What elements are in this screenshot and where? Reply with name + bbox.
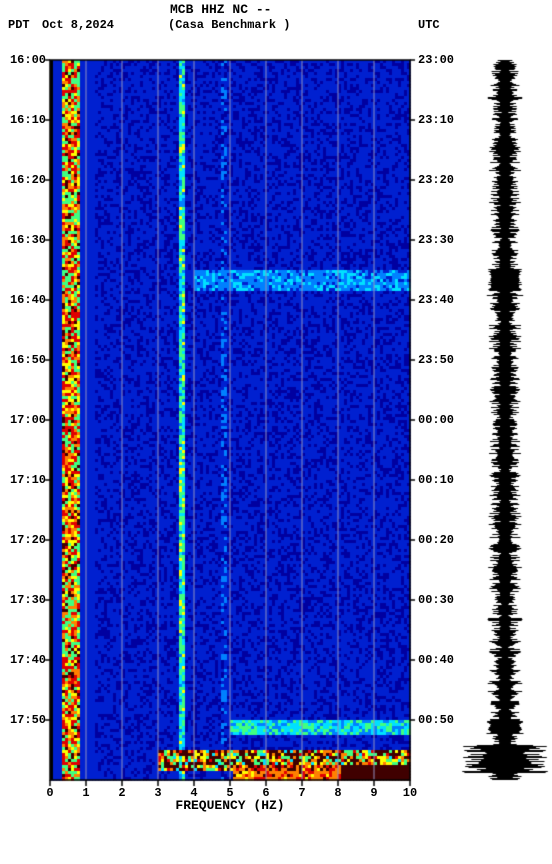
plot-area: 16:00 16:10 16:20 16:30 16:40 16:50 17:00 17:10… [0,44,552,844]
x-axis-label: FREQUENCY (HZ) [130,798,330,813]
axis-tick-label: 23:00 [418,53,454,67]
axis-tick-label: 23:10 [418,113,454,127]
header: MCB HHZ NC -- PDT Oct 8,2024 (Casa Bench… [0,0,552,44]
axis-tick-label: 16:30 [2,233,46,247]
axis-tick-label: 9 [364,786,384,800]
right-timezone: UTC [418,18,440,32]
axis-tick-label: 00:10 [418,473,454,487]
axis-tick-label: 17:00 [2,413,46,427]
axis-tick-label: 17:20 [2,533,46,547]
axis-tick-label: 00:50 [418,713,454,727]
axis-tick-label: 23:50 [418,353,454,367]
axis-tick-label: 17:30 [2,593,46,607]
axis-tick-label: 23:40 [418,293,454,307]
axis-tick-label: 8 [328,786,348,800]
axis-tick-label: 1 [76,786,96,800]
axis-tick-label: 17:40 [2,653,46,667]
axis-tick-label: 16:40 [2,293,46,307]
axis-tick-label: 17:50 [2,713,46,727]
left-timezone: PDT [8,18,30,32]
axis-tick-label: 00:30 [418,593,454,607]
station-name: (Casa Benchmark ) [168,18,290,32]
axis-tick-label: 17:10 [2,473,46,487]
axis-tick-label: 00:00 [418,413,454,427]
station-code: MCB HHZ NC -- [170,2,271,17]
spectrogram-canvas [0,44,552,844]
date: Oct 8,2024 [42,18,114,32]
axis-tick-label: 16:00 [2,53,46,67]
axis-tick-label: 00:40 [418,653,454,667]
axis-tick-label: 16:10 [2,113,46,127]
axis-tick-label: 00:20 [418,533,454,547]
axis-tick-label: 16:50 [2,353,46,367]
axis-tick-label: 2 [112,786,132,800]
axis-tick-label: 23:20 [418,173,454,187]
axis-tick-label: 10 [400,786,420,800]
axis-tick-label: 23:30 [418,233,454,247]
axis-tick-label: 0 [40,786,60,800]
axis-tick-label: 16:20 [2,173,46,187]
